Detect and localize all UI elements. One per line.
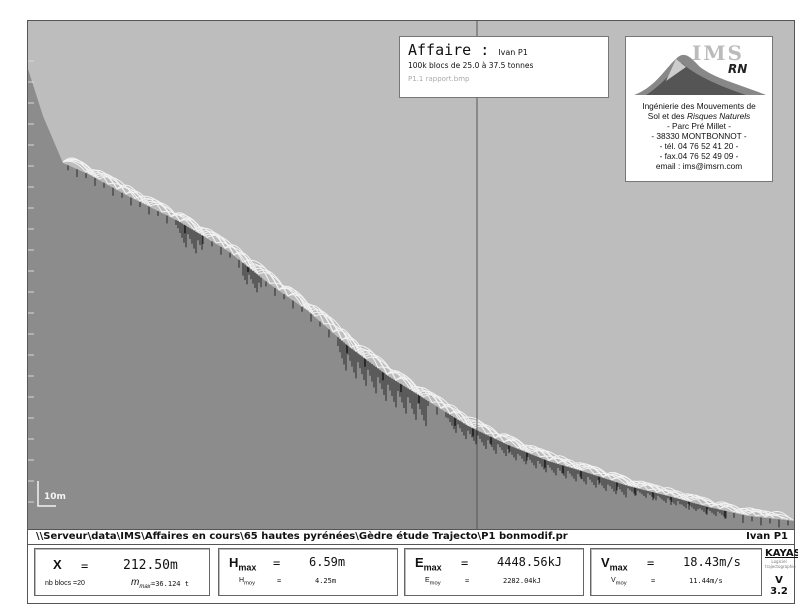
affaire-panel: Affaire : Ivan P1 100k blocs de 25.0 à 3… (399, 36, 609, 98)
e-moy-label: Emoy (425, 577, 441, 587)
e-max-value: 4448.56kJ (497, 555, 563, 569)
h-moy-label: Hmoy (239, 577, 256, 587)
trajectory-path (62, 157, 792, 521)
e-max-equals: = (461, 556, 469, 570)
email: email : ims@imsrn.com (655, 161, 743, 171)
nb-blocs: nb blocs =20 (45, 580, 85, 587)
affaire-description: 100k blocs de 25.0 à 37.5 tonnes (408, 61, 534, 70)
kayass-version-badge: KAYASS Logiciel trajectographie V 3.2 (765, 548, 798, 597)
impact-marks (67, 165, 789, 528)
axis-ticks (28, 60, 34, 503)
e-moy-value: 2282.04kJ (503, 577, 541, 585)
file-path-bar: \\Serveur\data\IMS\Affaires en cours\65 … (28, 529, 794, 545)
e-max-label: Emax (415, 555, 442, 573)
company-contact-block: Ingénierie des Mouvements de Sol et des … (626, 101, 772, 171)
v-max-equals: = (647, 556, 655, 570)
m-max-value: =36.124 t (151, 580, 189, 588)
scale-label: 10m (44, 492, 66, 502)
x-position-box: X = 212.50m nb blocs =20 mmax =36.124 t (34, 548, 210, 596)
height-box: Hmax = 6.59m Hmoy = 4.25m (218, 548, 398, 596)
h-max-equals: = (273, 556, 281, 570)
v-moy-label: Vmoy (611, 577, 627, 587)
ground-profile (28, 69, 794, 529)
statistics-bar: X = 212.50m nb blocs =20 mmax =36.124 t … (28, 545, 798, 603)
h-moy-value: 4.25m (315, 577, 337, 585)
trajectory-path (62, 159, 784, 520)
v-moy-equals: = (651, 577, 656, 585)
ims-rn-logo-card: IMS RN Ingénierie des Mouvements de Sol … (625, 36, 773, 182)
x-equals: = (81, 559, 89, 573)
mountain-logo-icon: IMS RN (626, 37, 772, 101)
rock-trajectories (62, 157, 794, 521)
address-line2: - 38330 MONTBONNOT - (651, 131, 747, 141)
profile-name: Ivan P1 (746, 531, 788, 542)
ims-brand-text: IMS (692, 41, 744, 65)
kayass-subtitle: Logiciel trajectographie (765, 559, 796, 569)
h-max-value: 6.59m (309, 555, 346, 569)
x-value: 212.50m (123, 558, 178, 573)
address-line1: - Parc Pré Millet - (666, 121, 732, 131)
scale-bar (37, 481, 56, 507)
m-max-label: mmax (131, 577, 151, 590)
v-max-value: 18.43m/s (683, 555, 741, 569)
trajectory-path (62, 159, 794, 521)
v-max-label: Vmax (601, 555, 628, 573)
affaire-report-file: P1.1 rapport.bmp (408, 75, 470, 83)
energy-box: Emax = 4448.56kJ Emoy = 2282.04kJ (404, 548, 584, 596)
x-label: X (53, 557, 62, 572)
kayass-version: V 3.2 (770, 575, 788, 597)
v-moy-value: 11.44m/s (689, 577, 723, 585)
trajectory-path (62, 160, 775, 519)
phone: - tél. 04 76 52 41 20 - (659, 141, 739, 151)
rn-brand-text: RN (728, 62, 748, 76)
fax: - fax.04 76 52 49 09 - (659, 151, 739, 161)
affaire-title: Affaire : Ivan P1 (408, 41, 600, 59)
application-frame: 10m Affaire : Ivan P1 100k blocs de 25.0… (27, 20, 798, 604)
file-path: \\Serveur\data\IMS\Affaires en cours\65 … (36, 531, 568, 542)
h-moy-equals: = (277, 577, 282, 585)
velocity-box: Vmax = 18.43m/s Vmoy = 11.44m/s (590, 548, 762, 596)
kayass-name: KAYASS (765, 548, 798, 559)
e-moy-equals: = (465, 577, 470, 585)
company-name-line2: Sol et des Risques Naturels (647, 111, 751, 121)
affaire-name: Ivan P1 (498, 48, 528, 57)
company-name-line1: Ingénierie des Mouvements de (642, 101, 756, 111)
h-max-label: Hmax (229, 555, 257, 573)
affaire-label: Affaire : (408, 41, 490, 59)
